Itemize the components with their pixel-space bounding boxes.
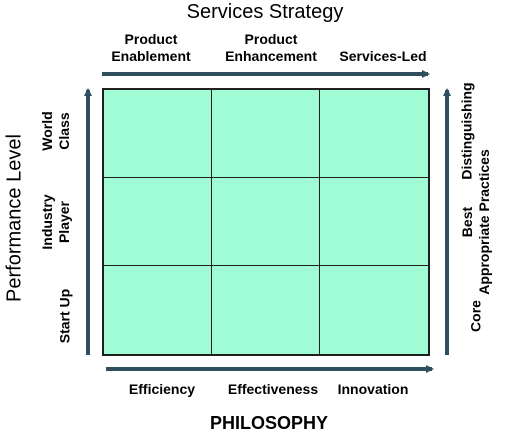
column-label-line1: Product	[124, 31, 178, 47]
column-label-product-enablement: Product Enablement	[86, 31, 216, 65]
column-label-services-led: Services-Led	[318, 48, 448, 65]
bottom-label-efficiency: Efficiency	[128, 381, 196, 397]
column-label-line1: Services-Led	[339, 48, 427, 64]
bottom-label-effectiveness: Effectiveness	[227, 381, 319, 397]
row-label-line2: Player	[56, 200, 72, 244]
grid-cell	[320, 178, 428, 266]
grid-cell	[104, 90, 212, 178]
grid-cell	[212, 178, 320, 266]
grid-cell	[320, 90, 428, 178]
grid-cell	[212, 90, 320, 178]
top-title: Services Strategy	[186, 1, 344, 23]
row-label-line1: Start Up	[56, 288, 73, 344]
right-label-line1: Core	[467, 300, 484, 332]
bottom-title: PHILOSOPHY	[210, 413, 329, 433]
row-label-line1: World	[39, 111, 55, 151]
row-label-line2: Class	[56, 112, 72, 150]
grid-cell	[104, 266, 212, 354]
grid-cell	[212, 266, 320, 354]
row-label-world-class: World Class	[39, 81, 73, 181]
column-label-line1: Product	[244, 31, 298, 47]
row-label-start-up: Start Up	[57, 266, 74, 366]
matrix-grid	[102, 88, 430, 356]
row-label-industry-player: Industry Player	[39, 172, 73, 272]
left-title: Performance Level	[3, 134, 26, 302]
column-label-line2: Enablement	[111, 48, 191, 64]
bottom-label-innovation: Innovation	[337, 381, 409, 397]
right-label-core: Core	[468, 261, 485, 371]
grid-cell	[104, 178, 212, 266]
row-label-line1: Industry	[39, 194, 55, 250]
column-label-line2: Enhancement	[225, 48, 317, 64]
column-label-product-enhancement: Product Enhancement	[206, 31, 336, 65]
grid-cell	[320, 266, 428, 354]
